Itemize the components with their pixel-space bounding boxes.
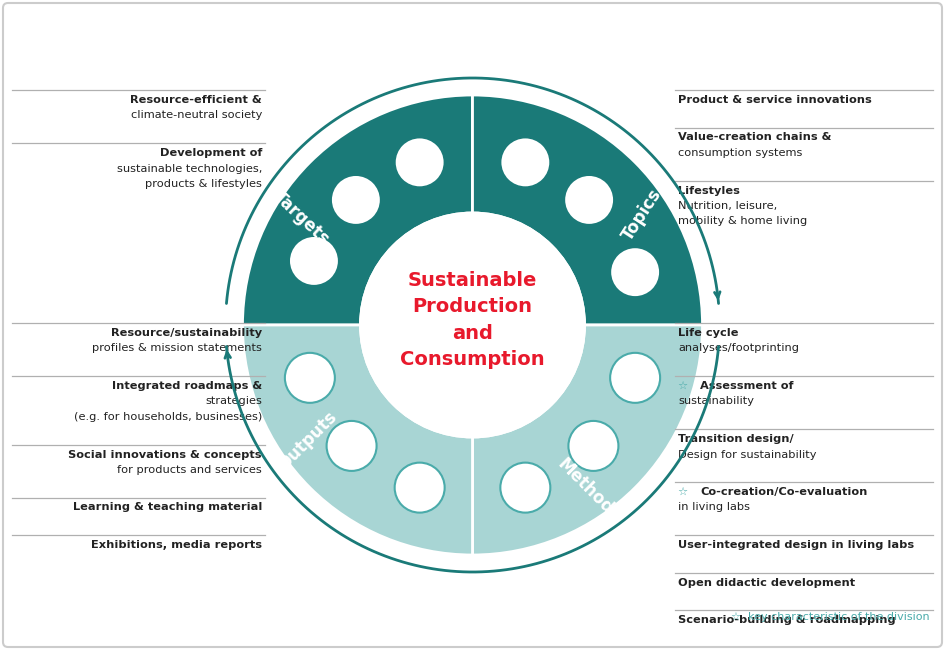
Circle shape [610, 247, 660, 297]
Text: Product & service innovations: Product & service innovations [677, 95, 870, 105]
Text: climate-neutral society: climate-neutral society [130, 111, 261, 120]
Text: Resource-efficient &: Resource-efficient & [130, 95, 261, 105]
Text: Scenario-building & roadmapping: Scenario-building & roadmapping [677, 615, 895, 625]
Circle shape [284, 353, 334, 403]
Circle shape [289, 236, 339, 286]
Circle shape [360, 213, 584, 437]
Text: ☆: ☆ [677, 381, 692, 391]
Text: (e.g. for households, businesses): (e.g. for households, businesses) [74, 412, 261, 422]
Text: Open didactic development: Open didactic development [677, 577, 854, 588]
Text: Value-creation chains &: Value-creation chains & [677, 133, 831, 142]
Text: mobility & home living: mobility & home living [677, 216, 806, 226]
Text: ☆  key characteristic of the division: ☆ key characteristic of the division [731, 612, 929, 622]
Text: Life cycle: Life cycle [677, 328, 737, 338]
Text: for products and services: for products and services [117, 465, 261, 475]
Text: Outputs: Outputs [274, 408, 340, 474]
Circle shape [395, 137, 445, 187]
Wedge shape [472, 325, 701, 555]
Text: Lifestyles: Lifestyles [677, 185, 739, 196]
Text: in living labs: in living labs [677, 502, 750, 512]
Text: Sustainable
Production
and
Consumption: Sustainable Production and Consumption [399, 271, 545, 369]
Circle shape [567, 421, 617, 471]
Text: Exhibitions, media reports: Exhibitions, media reports [91, 540, 261, 550]
Text: Resource/sustainability: Resource/sustainability [110, 328, 261, 338]
Circle shape [499, 137, 549, 187]
Text: Methods: Methods [553, 456, 623, 525]
Text: ☆: ☆ [677, 487, 692, 497]
Circle shape [395, 463, 445, 513]
Text: User-integrated design in living labs: User-integrated design in living labs [677, 540, 913, 550]
Wedge shape [243, 95, 472, 325]
Text: strategies: strategies [205, 396, 261, 406]
Circle shape [330, 175, 380, 225]
Wedge shape [243, 325, 472, 555]
Text: sustainability: sustainability [677, 396, 753, 406]
Circle shape [327, 421, 377, 471]
Text: analyses/footprinting: analyses/footprinting [677, 343, 799, 354]
Text: Social innovations & concepts: Social innovations & concepts [68, 450, 261, 460]
Text: Transition design/: Transition design/ [677, 434, 793, 444]
Wedge shape [472, 95, 701, 325]
Text: consumption systems: consumption systems [677, 148, 801, 158]
Text: Topics: Topics [618, 186, 665, 244]
Circle shape [564, 175, 614, 225]
Text: Learning & teaching material: Learning & teaching material [73, 502, 261, 512]
Text: sustainable technologies,: sustainable technologies, [116, 164, 261, 174]
Text: Assessment of: Assessment of [700, 381, 793, 391]
Text: Targets: Targets [269, 188, 332, 248]
Text: Co-creation/Co-evaluation: Co-creation/Co-evaluation [700, 487, 867, 497]
Text: Development of: Development of [160, 148, 261, 158]
Circle shape [499, 463, 549, 513]
Text: profiles & mission statements: profiles & mission statements [92, 343, 261, 354]
Text: Nutrition, leisure,: Nutrition, leisure, [677, 201, 776, 211]
Circle shape [610, 353, 660, 403]
Text: Integrated roadmaps &: Integrated roadmaps & [111, 381, 261, 391]
Text: products & lifestyles: products & lifestyles [145, 179, 261, 189]
Text: Design for sustainability: Design for sustainability [677, 450, 816, 460]
